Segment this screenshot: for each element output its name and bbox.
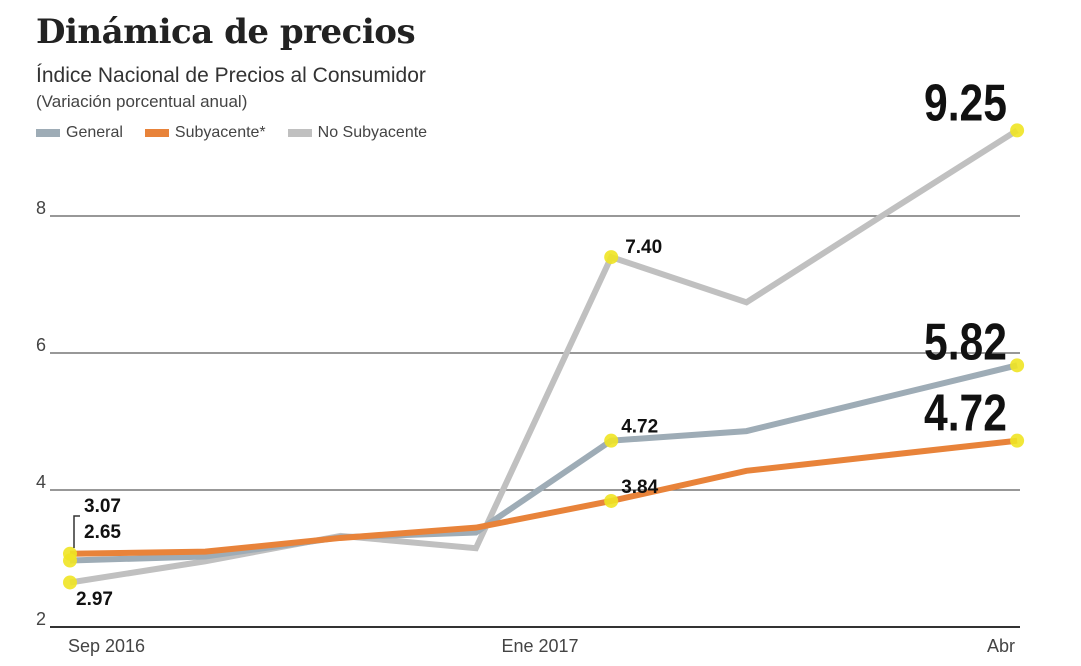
legend-label: General	[66, 124, 123, 141]
data-label: 5.82	[924, 313, 1007, 371]
y-tick-label: 2	[36, 609, 46, 629]
legend-item-general: General	[36, 124, 123, 142]
legend-label: No Subyacente	[317, 124, 428, 141]
chart-title: Dinámica de precios	[36, 12, 416, 52]
series-line-general	[69, 362, 1018, 564]
chart-note: (Variación porcentual anual)	[36, 92, 248, 111]
chart-subtitle: Índice Nacional de Precios al Consumidor	[36, 64, 426, 87]
legend-item-subyacente: Subyacente*	[144, 124, 266, 142]
data-point-marker	[604, 493, 619, 508]
data-point-marker	[604, 250, 619, 265]
legend-swatch	[36, 129, 60, 137]
y-tick-label: 6	[36, 335, 46, 355]
legend-swatch	[287, 129, 312, 137]
data-point-marker	[1010, 123, 1025, 138]
series-line-subyacente-	[69, 437, 1018, 557]
label-bracket	[73, 515, 80, 548]
x-tick-label: Sep 2016	[68, 636, 145, 656]
data-point-marker	[1010, 433, 1025, 448]
data-label: 7.40	[625, 237, 662, 258]
x-tick-label: Ene 2017	[501, 636, 578, 656]
data-label: 4.72	[924, 385, 1007, 443]
data-point-marker	[63, 553, 77, 568]
legend: General Subyacente* No Subyacente	[36, 124, 427, 142]
data-label: 3.07	[84, 496, 121, 517]
y-tick-label: 4	[36, 472, 46, 492]
legend-label: Subyacente*	[174, 124, 266, 141]
data-label: 2.97	[76, 589, 113, 610]
series-line-no-subyacente	[69, 127, 1019, 586]
data-point-marker	[604, 433, 619, 448]
data-point-marker	[1010, 358, 1025, 373]
legend-item-no-subyacente: No Subyacente	[287, 124, 428, 142]
data-label: 9.25	[924, 74, 1007, 132]
data-label: 4.72	[621, 417, 658, 438]
y-tick-label: 8	[36, 198, 46, 218]
x-tick-label: Abr	[987, 636, 1015, 656]
data-point-marker	[63, 575, 77, 590]
legend-swatch	[144, 129, 169, 137]
data-label: 3.84	[621, 477, 658, 498]
data-label: 2.65	[84, 522, 121, 543]
